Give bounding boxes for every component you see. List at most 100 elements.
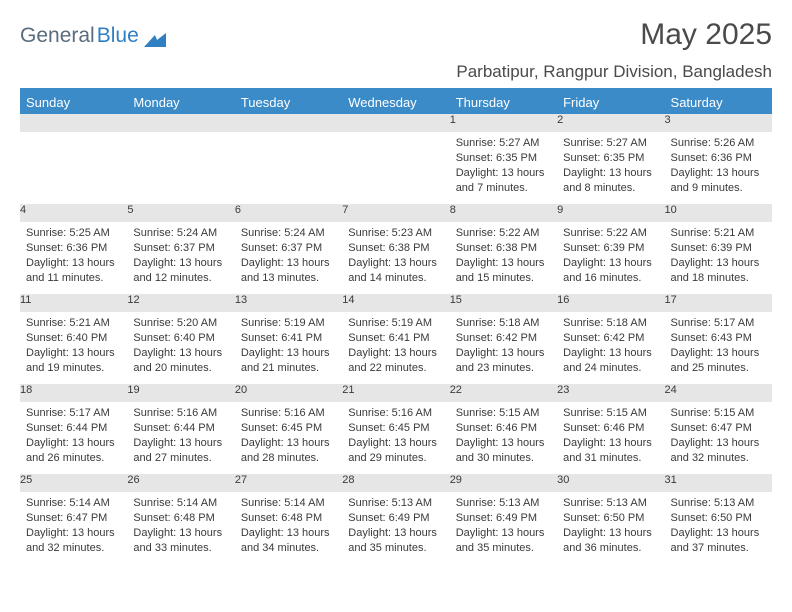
location-text: Parbatipur, Rangpur Division, Bangladesh	[456, 62, 772, 81]
sunrise-line: Sunrise: 5:22 AM	[456, 226, 551, 241]
daynum-cell: 25	[20, 474, 127, 492]
day-cell: Sunrise: 5:16 AMSunset: 6:44 PMDaylight:…	[127, 402, 234, 474]
daylight-line: Daylight: 13 hours and 18 minutes.	[671, 256, 766, 286]
day-cell: Sunrise: 5:16 AMSunset: 6:45 PMDaylight:…	[235, 402, 342, 474]
day-content: Sunrise: 5:21 AMSunset: 6:40 PMDaylight:…	[20, 312, 127, 377]
daynum-cell: 29	[450, 474, 557, 492]
daylight-line: Daylight: 13 hours and 32 minutes.	[26, 526, 121, 556]
sunset-line: Sunset: 6:41 PM	[241, 331, 336, 346]
sunset-line: Sunset: 6:44 PM	[133, 421, 228, 436]
daylight-line: Daylight: 13 hours and 35 minutes.	[348, 526, 443, 556]
day-cell: Sunrise: 5:13 AMSunset: 6:50 PMDaylight:…	[665, 492, 772, 564]
sunset-line: Sunset: 6:50 PM	[671, 511, 766, 526]
sunset-line: Sunset: 6:38 PM	[348, 241, 443, 256]
daynum-cell	[127, 114, 234, 132]
daylight-line: Daylight: 13 hours and 12 minutes.	[133, 256, 228, 286]
day-content: Sunrise: 5:13 AMSunset: 6:49 PMDaylight:…	[450, 492, 557, 557]
location-row: Parbatipur, Rangpur Division, Bangladesh	[20, 62, 772, 90]
title-block: May 2025	[640, 18, 772, 58]
sunset-line: Sunset: 6:36 PM	[671, 151, 766, 166]
sunrise-line: Sunrise: 5:21 AM	[671, 226, 766, 241]
daylight-line: Daylight: 13 hours and 13 minutes.	[241, 256, 336, 286]
day-cell: Sunrise: 5:15 AMSunset: 6:46 PMDaylight:…	[450, 402, 557, 474]
sunset-line: Sunset: 6:40 PM	[26, 331, 121, 346]
daynum-cell: 23	[557, 384, 664, 402]
daylight-line: Daylight: 13 hours and 35 minutes.	[456, 526, 551, 556]
sunrise-line: Sunrise: 5:26 AM	[671, 136, 766, 151]
sunrise-line: Sunrise: 5:17 AM	[671, 316, 766, 331]
day-content: Sunrise: 5:27 AMSunset: 6:35 PMDaylight:…	[450, 132, 557, 197]
sunset-line: Sunset: 6:39 PM	[563, 241, 658, 256]
daylight-line: Daylight: 13 hours and 31 minutes.	[563, 436, 658, 466]
daynum-cell: 28	[342, 474, 449, 492]
sunrise-line: Sunrise: 5:17 AM	[26, 406, 121, 421]
sunset-line: Sunset: 6:48 PM	[133, 511, 228, 526]
day-content: Sunrise: 5:24 AMSunset: 6:37 PMDaylight:…	[127, 222, 234, 287]
sunset-line: Sunset: 6:49 PM	[348, 511, 443, 526]
day-content: Sunrise: 5:17 AMSunset: 6:44 PMDaylight:…	[20, 402, 127, 467]
day-cell: Sunrise: 5:21 AMSunset: 6:39 PMDaylight:…	[665, 222, 772, 294]
sunrise-line: Sunrise: 5:15 AM	[563, 406, 658, 421]
day-cell: Sunrise: 5:27 AMSunset: 6:35 PMDaylight:…	[450, 132, 557, 204]
daynum-cell: 14	[342, 294, 449, 312]
day-cell	[235, 132, 342, 204]
sunrise-line: Sunrise: 5:13 AM	[456, 496, 551, 511]
sunset-line: Sunset: 6:42 PM	[563, 331, 658, 346]
sunrise-line: Sunrise: 5:19 AM	[348, 316, 443, 331]
day-content: Sunrise: 5:13 AMSunset: 6:49 PMDaylight:…	[342, 492, 449, 557]
day-cell: Sunrise: 5:16 AMSunset: 6:45 PMDaylight:…	[342, 402, 449, 474]
sunrise-line: Sunrise: 5:15 AM	[456, 406, 551, 421]
sunset-line: Sunset: 6:45 PM	[348, 421, 443, 436]
day-content: Sunrise: 5:22 AMSunset: 6:39 PMDaylight:…	[557, 222, 664, 287]
daynum-row: 25262728293031	[20, 474, 772, 492]
daylight-line: Daylight: 13 hours and 27 minutes.	[133, 436, 228, 466]
day-content: Sunrise: 5:26 AMSunset: 6:36 PMDaylight:…	[665, 132, 772, 197]
day-cell: Sunrise: 5:27 AMSunset: 6:35 PMDaylight:…	[557, 132, 664, 204]
day-cell: Sunrise: 5:13 AMSunset: 6:50 PMDaylight:…	[557, 492, 664, 564]
day-content: Sunrise: 5:13 AMSunset: 6:50 PMDaylight:…	[557, 492, 664, 557]
day-content: Sunrise: 5:19 AMSunset: 6:41 PMDaylight:…	[235, 312, 342, 377]
sunset-line: Sunset: 6:48 PM	[241, 511, 336, 526]
day-cell: Sunrise: 5:25 AMSunset: 6:36 PMDaylight:…	[20, 222, 127, 294]
day-cell: Sunrise: 5:24 AMSunset: 6:37 PMDaylight:…	[235, 222, 342, 294]
daynum-cell: 15	[450, 294, 557, 312]
weekday-mon: Monday	[127, 90, 234, 114]
day-content: Sunrise: 5:15 AMSunset: 6:46 PMDaylight:…	[450, 402, 557, 467]
sunrise-line: Sunrise: 5:24 AM	[241, 226, 336, 241]
weekday-fri: Friday	[557, 90, 664, 114]
sunrise-line: Sunrise: 5:13 AM	[563, 496, 658, 511]
daycontent-row: Sunrise: 5:21 AMSunset: 6:40 PMDaylight:…	[20, 312, 772, 384]
sunset-line: Sunset: 6:47 PM	[26, 511, 121, 526]
daylight-line: Daylight: 13 hours and 32 minutes.	[671, 436, 766, 466]
day-content: Sunrise: 5:16 AMSunset: 6:44 PMDaylight:…	[127, 402, 234, 467]
day-content: Sunrise: 5:16 AMSunset: 6:45 PMDaylight:…	[235, 402, 342, 467]
sunset-line: Sunset: 6:36 PM	[26, 241, 121, 256]
day-cell	[127, 132, 234, 204]
sunrise-line: Sunrise: 5:19 AM	[241, 316, 336, 331]
sunrise-line: Sunrise: 5:22 AM	[563, 226, 658, 241]
daylight-line: Daylight: 13 hours and 20 minutes.	[133, 346, 228, 376]
sunset-line: Sunset: 6:46 PM	[456, 421, 551, 436]
daylight-line: Daylight: 13 hours and 19 minutes.	[26, 346, 121, 376]
logo-text-1: General	[20, 24, 95, 48]
weekday-thu: Thursday	[450, 90, 557, 114]
daycontent-row: Sunrise: 5:27 AMSunset: 6:35 PMDaylight:…	[20, 132, 772, 204]
daylight-line: Daylight: 13 hours and 7 minutes.	[456, 166, 551, 196]
daynum-cell: 9	[557, 204, 664, 222]
weekday-header-row: Sunday Monday Tuesday Wednesday Thursday…	[20, 90, 772, 114]
day-cell: Sunrise: 5:14 AMSunset: 6:48 PMDaylight:…	[235, 492, 342, 564]
daylight-line: Daylight: 13 hours and 9 minutes.	[671, 166, 766, 196]
daynum-cell: 24	[665, 384, 772, 402]
daynum-row: 45678910	[20, 204, 772, 222]
daynum-cell: 3	[665, 114, 772, 132]
day-content: Sunrise: 5:18 AMSunset: 6:42 PMDaylight:…	[557, 312, 664, 377]
sunrise-line: Sunrise: 5:23 AM	[348, 226, 443, 241]
daylight-line: Daylight: 13 hours and 15 minutes.	[456, 256, 551, 286]
sunset-line: Sunset: 6:47 PM	[671, 421, 766, 436]
day-cell: Sunrise: 5:26 AMSunset: 6:36 PMDaylight:…	[665, 132, 772, 204]
day-cell	[342, 132, 449, 204]
daynum-cell: 11	[20, 294, 127, 312]
daynum-cell: 20	[235, 384, 342, 402]
daylight-line: Daylight: 13 hours and 36 minutes.	[563, 526, 658, 556]
day-cell: Sunrise: 5:22 AMSunset: 6:38 PMDaylight:…	[450, 222, 557, 294]
